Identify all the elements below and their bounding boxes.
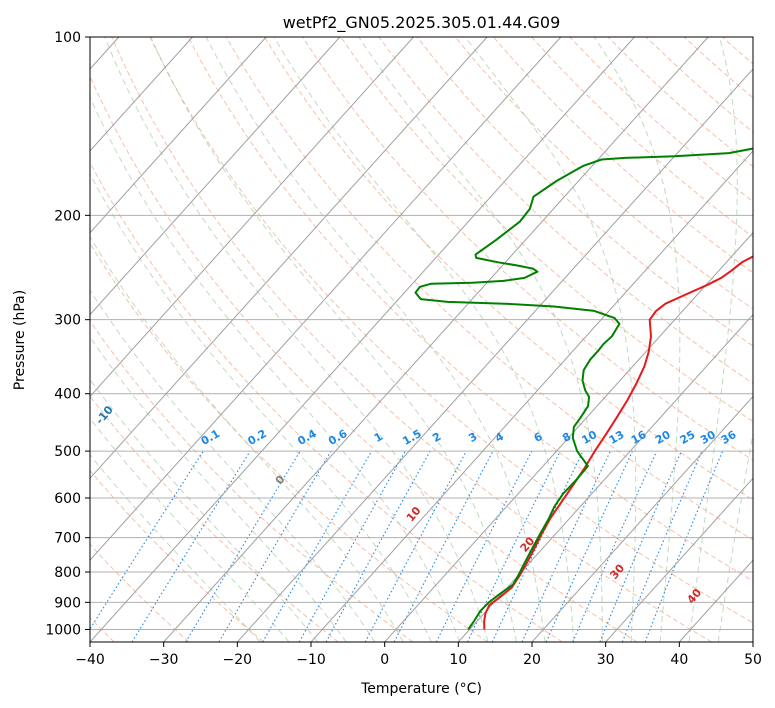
dewpoint-profile-line: [414, 147, 753, 630]
moist-adiabat-line: [205, 37, 546, 642]
mixing-ratio-line: [644, 450, 724, 642]
x-tick-label: 0: [380, 652, 389, 668]
isotherm-line: [384, 231, 753, 642]
x-tick-label: 40: [670, 652, 688, 668]
moist-adiabat-line: [593, 37, 681, 642]
isotherm-line: [90, 37, 635, 642]
y-tick-label: 500: [54, 444, 81, 460]
isotherm-line: [90, 37, 193, 152]
x-axis-title: Temperature (°C): [360, 681, 482, 697]
y-tick-label: 800: [54, 565, 81, 581]
isotherm-line: [163, 37, 709, 642]
dry-adiabat-line: [416, 37, 753, 347]
sounding-series: [414, 147, 753, 630]
moist-adiabat-line: [688, 37, 738, 642]
isotherms: [90, 37, 753, 642]
y-axis-title: Pressure (hPa): [12, 290, 28, 390]
isotherm-line: [90, 37, 267, 234]
isotherm-line: [90, 37, 562, 561]
moist-adiabat-line: [150, 37, 517, 642]
moist-adiabat-line: [717, 430, 753, 642]
chart-title: wetPf2_GN05.2025.305.01.44.G09: [283, 13, 561, 33]
dry-adiabat-line: [90, 469, 264, 642]
moist-adiabat-line: [90, 95, 461, 642]
dry-adiabat-line: [187, 37, 753, 582]
mixing-ratio-line: [298, 450, 406, 642]
mixing-ratio-line: [364, 450, 467, 642]
y-tick-label: 300: [54, 313, 81, 329]
mixing-ratio-line: [572, 450, 658, 642]
y-tick-label: 600: [54, 491, 81, 507]
isotherm-line: [90, 37, 488, 480]
x-tick-label: −30: [149, 652, 179, 668]
grid-lines: [90, 37, 753, 630]
dry-adiabat-line: [264, 37, 753, 501]
temperature-profile-line: [483, 255, 753, 630]
y-tick-label: 1000: [45, 622, 81, 638]
moist-adiabat-line: [90, 172, 432, 642]
y-tick-label: 200: [54, 208, 81, 224]
isotherm-line: [236, 68, 753, 642]
dry-adiabat-line: [90, 161, 563, 642]
moist-adiabat-line: [90, 378, 319, 642]
moist-adiabat-line: [90, 417, 290, 642]
y-tick-label: 100: [54, 30, 81, 46]
isotherm-line: [90, 37, 341, 316]
y-tick-label: 400: [54, 387, 81, 403]
moist-adiabat-line: [90, 336, 347, 642]
plot-area: -100-90-80-70-60-50-40-30-20-100.10.20.4…: [90, 37, 753, 642]
moist-adiabat-line: [90, 235, 404, 642]
y-tick-label: 700: [54, 531, 81, 547]
moist-adiabats: [90, 37, 753, 642]
y-axis-ticks: 100 200 300 400 500 600 700 800 900 1000: [45, 30, 90, 638]
moist-adiabat-line: [104, 37, 489, 642]
dry-adiabat-line: [340, 37, 753, 423]
mixing-ratio-line: [599, 450, 682, 642]
mixing-ratio-line: [621, 450, 703, 642]
isotherm-line: [457, 313, 753, 642]
x-tick-label: 20: [523, 652, 541, 668]
moist-adiabat-line: [90, 453, 261, 642]
mixing-ratio-line: [435, 450, 533, 642]
x-tick-label: −10: [296, 652, 326, 668]
plot-frame: [89, 36, 754, 643]
moist-adiabat-line: [358, 37, 603, 642]
moist-adiabat-line: [273, 37, 575, 642]
moist-adiabat-line: [90, 289, 376, 642]
dry-adiabat-line: [149, 37, 753, 624]
isotherm-line: [310, 150, 753, 642]
x-axis-ticks: −40 −30 −20 −10 0 10 20 30 40 50: [75, 642, 762, 668]
isotherm-line: [605, 477, 753, 642]
y-tick-label: 900: [54, 595, 81, 611]
moist-adiabat-line: [464, 37, 637, 642]
mixing-ratio-line: [325, 450, 431, 642]
isotherm-line: [90, 37, 414, 398]
x-tick-label: −20: [223, 652, 253, 668]
x-tick-label: −40: [75, 652, 105, 668]
mixing-ratio-line: [90, 450, 204, 630]
dry-adiabat-line: [90, 242, 488, 642]
isotherm-line: [531, 395, 753, 642]
x-tick-label: 50: [744, 652, 762, 668]
x-tick-label: 30: [597, 652, 615, 668]
mixing-ratio-line: [545, 450, 633, 642]
x-tick-label: 10: [449, 652, 467, 668]
